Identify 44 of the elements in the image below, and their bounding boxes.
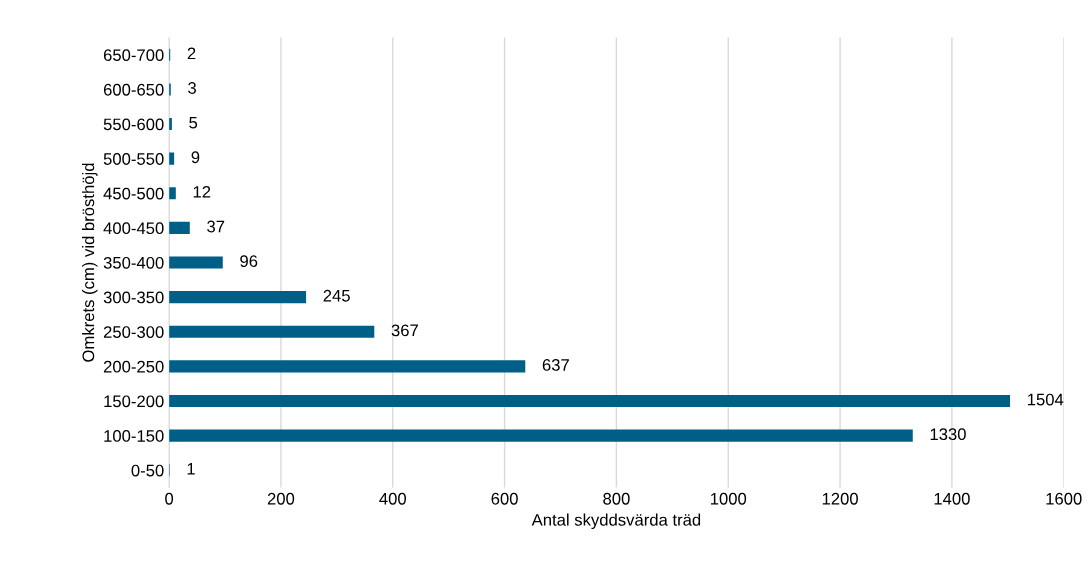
y-axis-title: Omkrets (cm) vid brösthöjd bbox=[81, 163, 98, 362]
bar bbox=[169, 429, 913, 442]
x-tick-label: 800 bbox=[603, 492, 630, 505]
y-tick-label: 650-700 bbox=[103, 49, 164, 62]
x-tick-label: 1200 bbox=[822, 492, 858, 505]
data-label: 367 bbox=[391, 324, 418, 337]
y-tick-label: 0-50 bbox=[131, 464, 164, 477]
data-label: 3 bbox=[188, 82, 196, 94]
data-label: 12 bbox=[193, 185, 211, 198]
bar bbox=[169, 360, 526, 373]
x-tick-label: 600 bbox=[491, 492, 518, 505]
data-label: 245 bbox=[323, 289, 350, 302]
data-label: 37 bbox=[207, 220, 225, 233]
y-tick-label: 500-550 bbox=[103, 153, 164, 165]
data-label: 1330 bbox=[930, 428, 966, 441]
x-tick-label: 400 bbox=[379, 492, 407, 505]
x-tick-label: 200 bbox=[267, 492, 295, 505]
y-tick-label: 400-450 bbox=[103, 222, 164, 235]
y-tick-label: 350-400 bbox=[103, 256, 164, 269]
y-tick-label: 200-250 bbox=[103, 360, 164, 373]
data-label: 9 bbox=[191, 151, 200, 164]
bar bbox=[169, 394, 1011, 408]
x-axis-title: Antal skyddsvärda träd bbox=[531, 513, 701, 530]
data-label: 1504 bbox=[1027, 393, 1064, 406]
data-label: 96 bbox=[240, 255, 258, 268]
x-tick-label: 1000 bbox=[710, 492, 747, 505]
data-label: 5 bbox=[189, 116, 198, 129]
bar bbox=[169, 325, 375, 338]
y-tick-label: 550-600 bbox=[103, 118, 164, 131]
data-label: 637 bbox=[542, 359, 569, 371]
y-tick-label: 300-350 bbox=[103, 291, 164, 304]
y-tick-label: 450-500 bbox=[103, 187, 164, 200]
data-label: 1 bbox=[187, 463, 195, 475]
y-tick-label: 100-150 bbox=[104, 430, 164, 442]
bar bbox=[169, 256, 223, 269]
x-tick-label: 1400 bbox=[934, 492, 970, 505]
y-tick-label: 600-650 bbox=[103, 83, 164, 96]
data-label: 2 bbox=[187, 47, 196, 60]
x-tick-label: 1600 bbox=[1046, 492, 1082, 505]
y-tick-label: 250-300 bbox=[103, 326, 164, 338]
y-tick-label: 150-200 bbox=[104, 395, 164, 408]
bar bbox=[169, 221, 190, 234]
x-tick-label: 0 bbox=[165, 492, 174, 505]
bar bbox=[169, 291, 307, 304]
